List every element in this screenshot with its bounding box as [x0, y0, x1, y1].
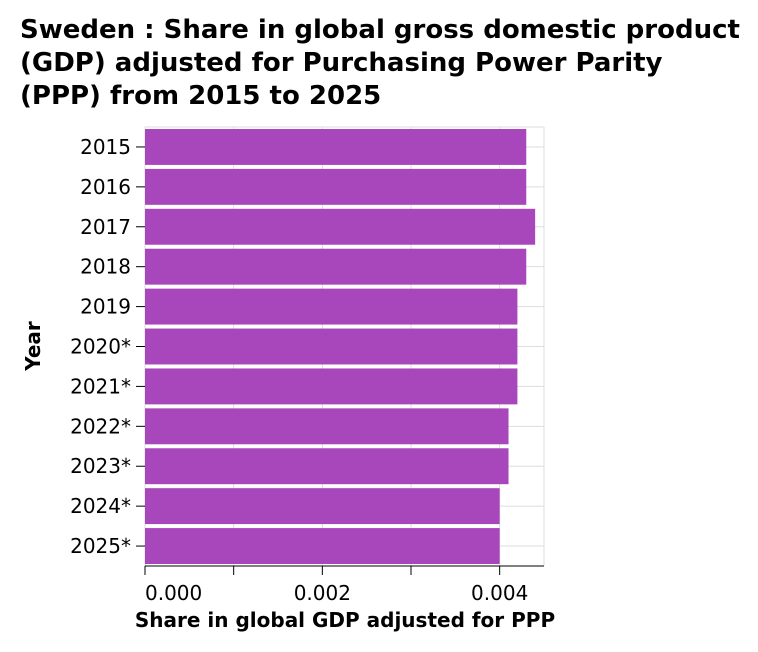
- y-tick-label: 2022*: [70, 414, 131, 438]
- y-axis: 2015 2016 2017 2018 2019 2020* 2021* 2022* 2023*…: [70, 135, 145, 558]
- bar-2023-projected: [145, 448, 509, 485]
- x-tick-label: 0.000: [145, 581, 202, 605]
- bar-2019: [145, 288, 518, 325]
- x-tick-label: 0.002: [294, 581, 351, 605]
- bar-2018: [145, 248, 527, 285]
- bars: [145, 128, 536, 565]
- bar-2015: [145, 128, 527, 165]
- x-axis-title: Share in global GDP adjusted for PPP: [135, 608, 555, 632]
- y-tick-label: 2024*: [70, 494, 131, 518]
- y-tick-label: 2019: [80, 295, 131, 319]
- bar-2022-projected: [145, 408, 509, 445]
- x-tick-label: 0.004: [471, 581, 528, 605]
- y-tick-label: 2016: [80, 175, 131, 199]
- y-tick-label: 2021*: [70, 374, 131, 398]
- bar-2020-projected: [145, 328, 518, 365]
- bar-2021-projected: [145, 368, 518, 405]
- y-tick-label: 2020*: [70, 335, 131, 359]
- y-tick-label: 2015: [80, 135, 131, 159]
- y-tick-label: 2017: [80, 215, 131, 239]
- bar-2025-projected: [145, 528, 500, 565]
- y-axis-title: Year: [21, 321, 45, 372]
- chart-title: Sweden : Share in global gross domestic …: [20, 15, 740, 111]
- y-tick-label: 2023*: [70, 454, 131, 478]
- x-axis: 0.000 0.002 0.004: [144, 565, 544, 605]
- bar-2024-projected: [145, 488, 500, 525]
- y-tick-label: 2018: [80, 255, 131, 279]
- y-tick-label: 2025*: [70, 534, 131, 558]
- bar-2017: [145, 208, 536, 245]
- bar-2016: [145, 168, 527, 205]
